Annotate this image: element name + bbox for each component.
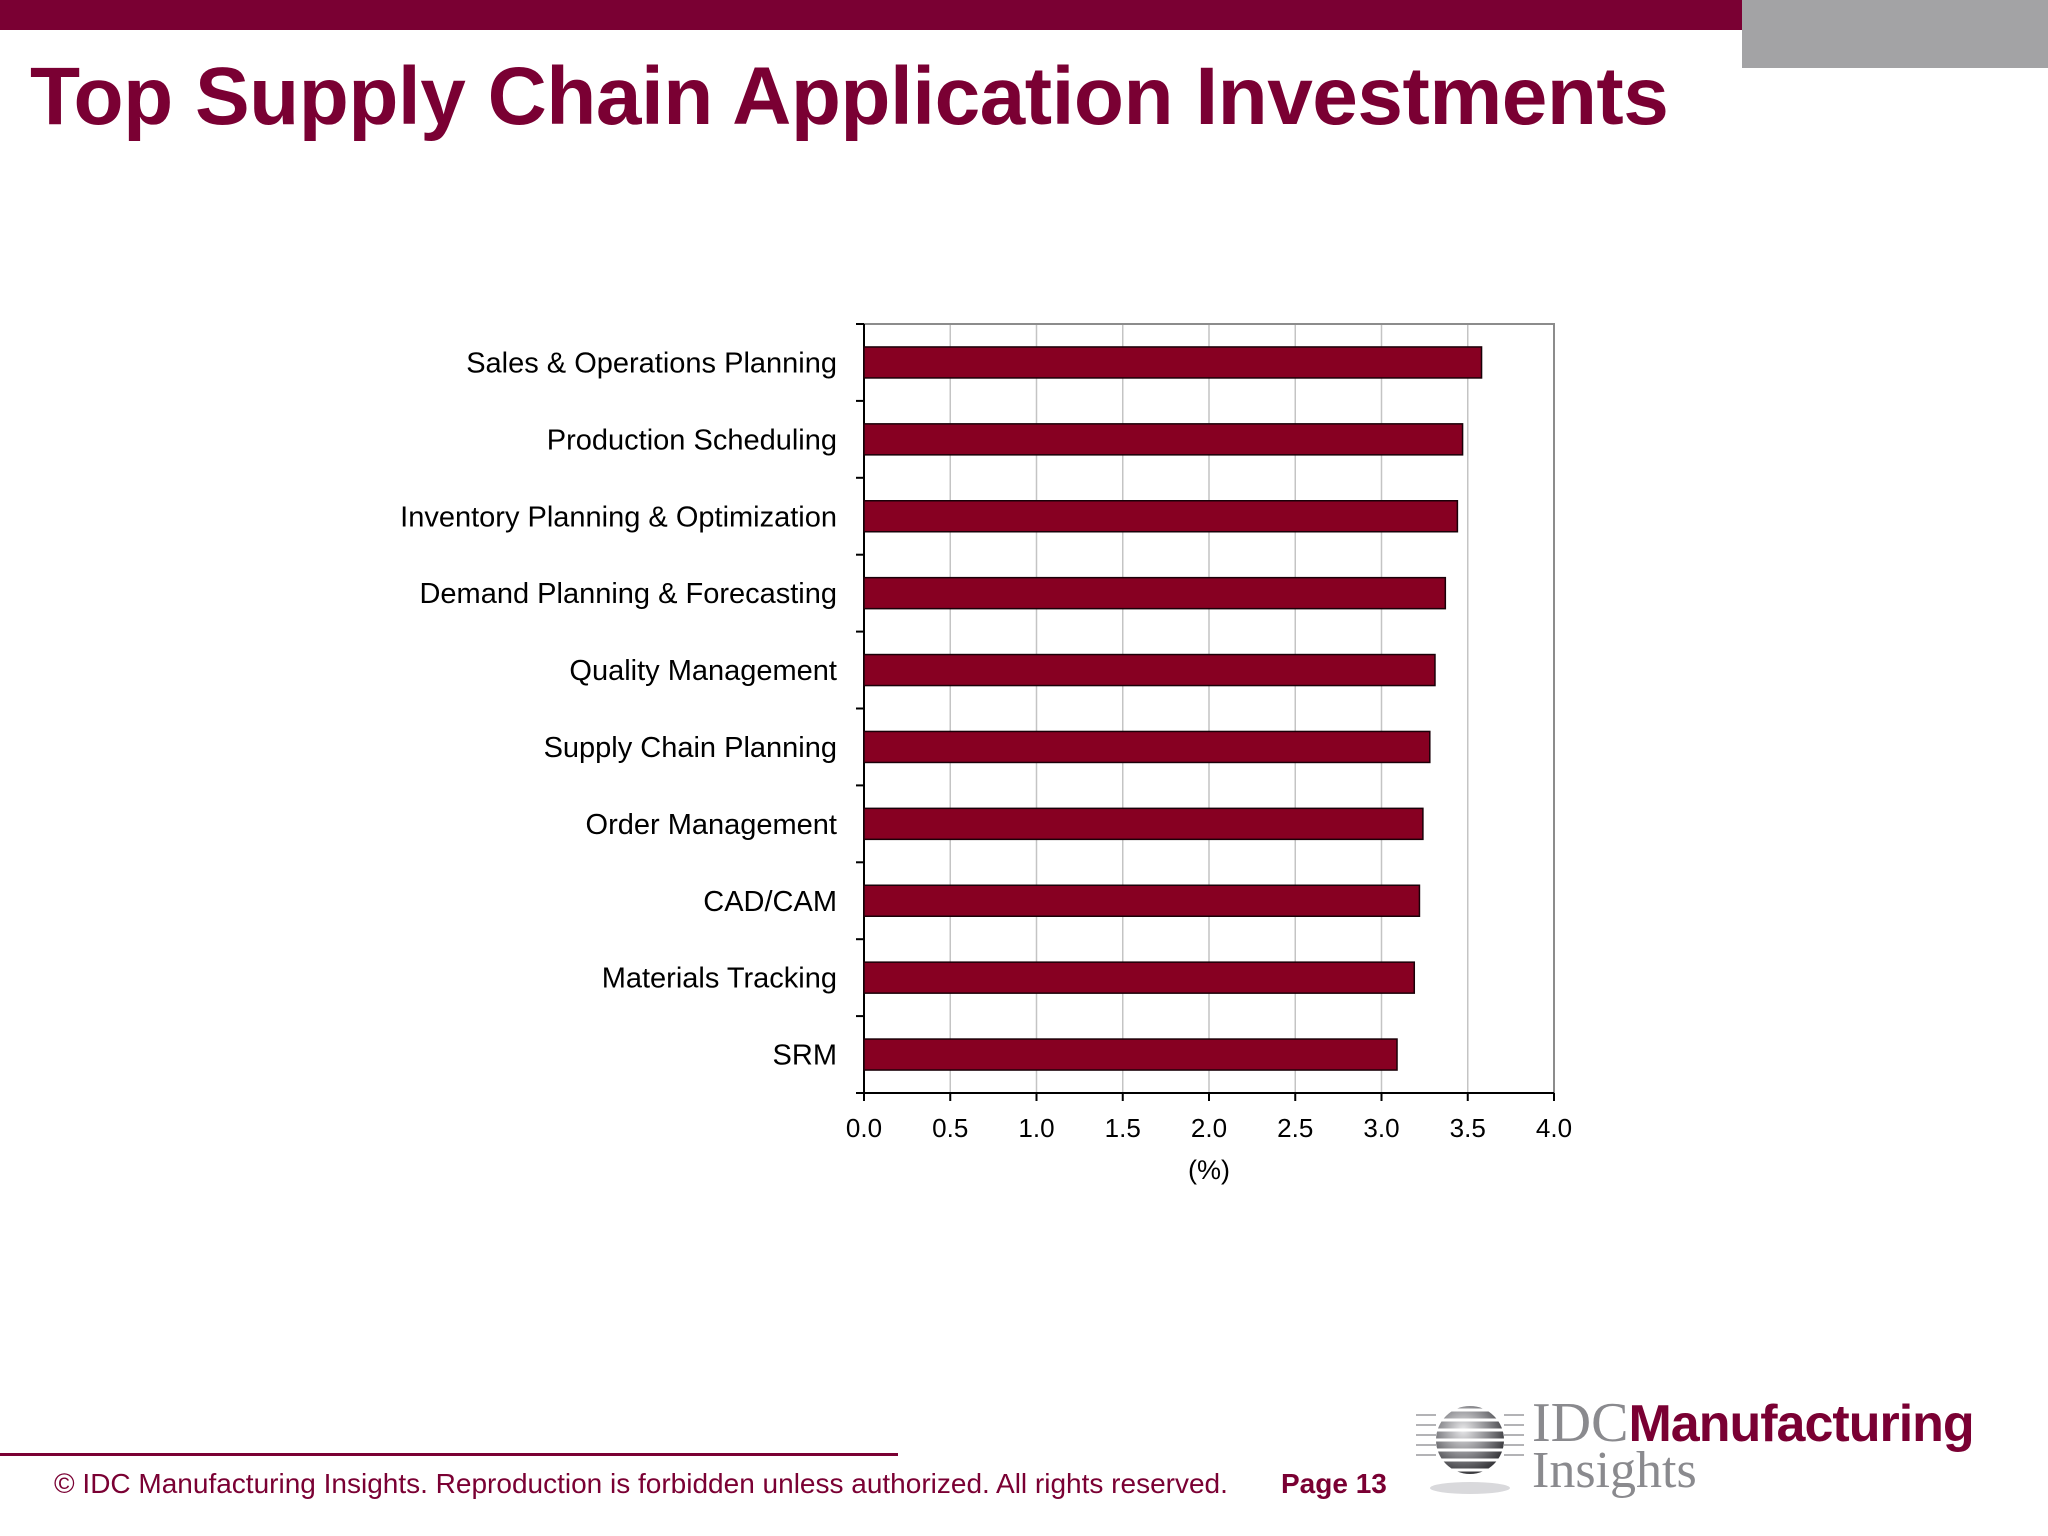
bar	[863, 423, 1464, 456]
y-category-label: Order Management	[586, 809, 837, 841]
y-category-label: SRM	[773, 1040, 837, 1072]
copyright-notice: © IDC Manufacturing Insights. Reproducti…	[54, 1468, 1228, 1499]
chart-labels: 0.0 0.5 1.0 1.5 2.0 2.5 3.0 3.5 4.0 Sales & Opera…	[400, 347, 1572, 1143]
bar	[863, 500, 1459, 533]
logo-idc: IDC	[1532, 1392, 1629, 1454]
y-category-label: Quality Management	[569, 655, 837, 687]
x-tick-label: 2.5	[1277, 1113, 1313, 1143]
y-category-label: Inventory Planning & Optimization	[400, 501, 837, 533]
y-category-label: Supply Chain Planning	[544, 732, 837, 764]
x-tick-label: 2.0	[1191, 1113, 1227, 1143]
page-number: Page 13	[1281, 1468, 1387, 1499]
bar	[863, 1038, 1398, 1071]
page-title: Top Supply Chain Application Investments	[30, 51, 1669, 142]
y-category-label: Sales & Operations Planning	[466, 347, 837, 379]
bar	[863, 961, 1416, 994]
x-axis-title: (%)	[1188, 1155, 1230, 1185]
bar	[863, 346, 1483, 379]
bar	[863, 884, 1421, 917]
x-tick-label: 3.0	[1363, 1113, 1399, 1143]
x-tick-label: 0.0	[846, 1113, 882, 1143]
bar	[863, 807, 1424, 841]
logo-wordmark: IDCManufacturing	[1532, 1392, 1975, 1454]
y-category-label: CAD/CAM	[703, 886, 837, 918]
top-gray-block	[1742, 0, 2048, 68]
x-tick-label: 1.5	[1105, 1113, 1141, 1143]
y-category-label: Production Scheduling	[547, 424, 837, 456]
bar	[863, 730, 1431, 764]
y-category-label: Demand Planning & Forecasting	[419, 578, 837, 610]
top-accent-bar	[0, 0, 1742, 30]
x-tick-label: 1.0	[1018, 1113, 1054, 1143]
bar-chart: 0.0 0.5 1.0 1.5 2.0 2.5 3.0 3.5 4.0 Sales & Opera…	[400, 323, 1572, 1185]
x-tick-label: 3.5	[1450, 1113, 1486, 1143]
logo-manufacturing: Manufacturing	[1628, 1395, 1974, 1453]
bar	[863, 576, 1447, 610]
logo-insights: Insights	[1532, 1442, 1697, 1499]
bar	[863, 653, 1436, 687]
idc-logo-icon	[1416, 1406, 1524, 1494]
y-category-label: Materials Tracking	[602, 963, 837, 995]
x-tick-label: 0.5	[932, 1113, 968, 1143]
chart-bars	[863, 346, 1483, 1071]
footer-divider	[0, 1453, 898, 1456]
x-tick-label: 4.0	[1536, 1113, 1572, 1143]
